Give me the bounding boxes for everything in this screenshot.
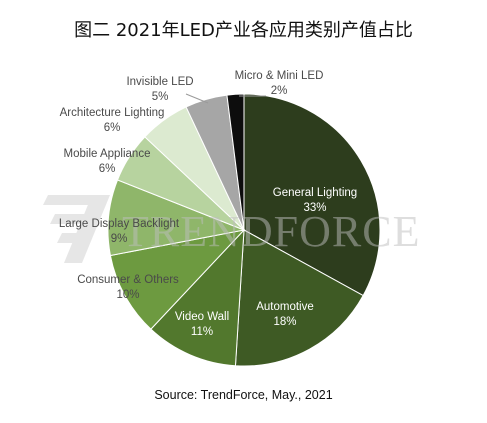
slice-labels: General Lighting 33% Automotive 18% Video Wa… xyxy=(59,70,357,338)
slice-label-architecture-lighting: Architecture Lighting xyxy=(60,107,165,119)
pie-slice-general-lighting xyxy=(243,93,381,297)
label-leaders xyxy=(185,93,266,104)
leader-line-invisible-led xyxy=(185,93,209,104)
slice-value-architecture-lighting: 6% xyxy=(104,122,121,134)
watermark-text: TRENDFORCE xyxy=(122,207,420,256)
slice-label-mobile-appliance: Mobile Appliance xyxy=(64,148,151,160)
chart-title: 图二 2021年LED产业各应用类别产值占比 xyxy=(74,20,413,41)
slice-value-general-lighting: 33% xyxy=(303,202,326,214)
pie-slice-video-wall xyxy=(150,228,245,367)
slice-label-video-wall: Video Wall xyxy=(175,311,229,323)
slice-label-large-display-backlight: Large Display Backlight xyxy=(59,218,180,230)
slice-value-consumer-others: 10% xyxy=(116,289,139,301)
slice-value-invisible-led: 5% xyxy=(152,91,169,103)
slice-label-automotive: Automotive xyxy=(256,301,314,313)
chart-source: Source: TrendForce, May., 2021 xyxy=(154,388,333,402)
slice-label-consumer-others: Consumer & Others xyxy=(77,274,179,286)
slice-value-mobile-appliance: 6% xyxy=(99,163,116,175)
slice-value-large-display-backlight: 9% xyxy=(111,233,128,245)
watermark-logo xyxy=(43,195,110,263)
pie-slice-automotive xyxy=(234,229,364,367)
pie-slice-micro-mini-led xyxy=(226,93,245,231)
slice-label-micro-mini-led: Micro & Mini LED xyxy=(235,70,324,82)
pie-slices xyxy=(107,93,381,367)
slice-value-automotive: 18% xyxy=(273,316,296,328)
slice-label-general-lighting: General Lighting xyxy=(273,187,357,199)
slice-value-video-wall: 11% xyxy=(191,326,213,338)
pie-slice-consumer-others xyxy=(109,229,246,330)
slice-label-invisible-led: Invisible LED xyxy=(126,76,193,88)
slice-value-micro-mini-led: 2% xyxy=(271,85,288,97)
